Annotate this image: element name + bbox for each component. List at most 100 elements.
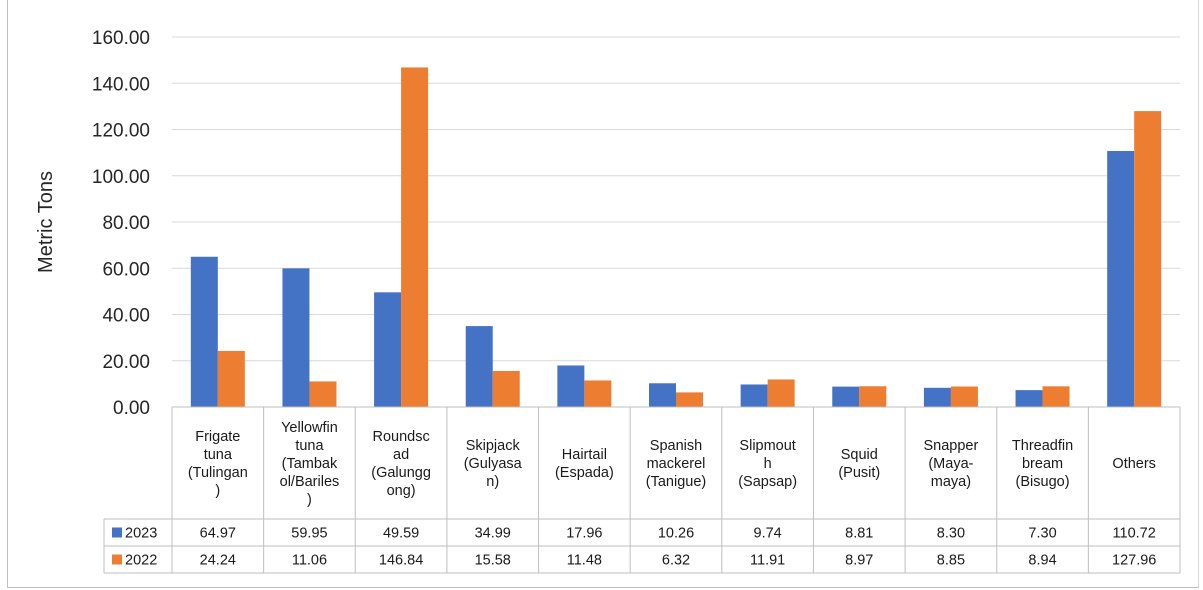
category-label-line: Threadfin bbox=[1012, 438, 1073, 454]
category-label-line: n) bbox=[486, 474, 499, 490]
bar-2023 bbox=[465, 326, 493, 407]
category-label: Slipmout h (Sapsap) bbox=[738, 438, 797, 490]
data-value: 110.72 bbox=[1113, 526, 1156, 542]
category-label-line: Hairtail bbox=[562, 447, 607, 463]
bar-2023 bbox=[374, 292, 402, 407]
category-label-line: Others bbox=[1112, 456, 1156, 472]
data-value: 8.85 bbox=[937, 553, 965, 569]
y-tick-label: 60.00 bbox=[102, 259, 150, 280]
y-tick-label: 0.00 bbox=[113, 398, 150, 419]
data-value: 11.48 bbox=[567, 553, 602, 569]
category-label-line: (Maya- bbox=[928, 456, 973, 472]
data-value: 49.59 bbox=[383, 526, 419, 542]
data-value: 127.96 bbox=[1112, 553, 1156, 569]
category-label: Yellowfin tuna (Tambak ol/Bariles) bbox=[280, 420, 340, 508]
bar-2022 bbox=[217, 350, 245, 407]
legend-key-2022 bbox=[112, 554, 122, 565]
bar-2022 bbox=[950, 386, 978, 407]
bar-2022 bbox=[1042, 386, 1070, 407]
data-value: 7.30 bbox=[1028, 526, 1056, 542]
category-label-line: Frigate bbox=[195, 429, 240, 445]
bar-2023 bbox=[190, 256, 218, 407]
y-tick-label: 40.00 bbox=[102, 306, 150, 327]
category-label-line: ad bbox=[393, 447, 409, 463]
category-label-line: bream bbox=[1022, 456, 1063, 472]
category-label-line: (Gulyasa bbox=[464, 456, 523, 472]
data-value: 8.81 bbox=[845, 526, 873, 542]
category-label-line: (Galungg bbox=[371, 465, 431, 481]
category-label: Hairtail (Espada) bbox=[555, 447, 614, 481]
category-label: Others bbox=[1112, 456, 1156, 472]
category-label: Roundsc ad (Galungg ong) bbox=[371, 429, 431, 499]
category-label-line: ) bbox=[307, 492, 312, 508]
bar-2022 bbox=[584, 380, 612, 407]
legend-key-2023 bbox=[112, 527, 122, 538]
category-label-line: (Bisugo) bbox=[1016, 474, 1070, 490]
category-label-line: (Tanigue) bbox=[646, 474, 706, 490]
category-label-line: (Sapsap) bbox=[738, 474, 797, 490]
bar-2022 bbox=[676, 392, 703, 407]
bar-2023 bbox=[740, 384, 768, 407]
bar-2022 bbox=[767, 379, 795, 407]
category-label: Threadfin bream (Bisugo) bbox=[1012, 438, 1073, 490]
y-tick-label: 120.00 bbox=[92, 121, 150, 142]
data-value: 24.24 bbox=[200, 553, 236, 569]
category-label-line: tuna bbox=[204, 447, 233, 463]
bar-2023 bbox=[649, 383, 676, 407]
bars bbox=[190, 67, 1162, 408]
data-value: 8.30 bbox=[937, 526, 965, 542]
bar-2023 bbox=[1015, 390, 1043, 407]
bar-2022 bbox=[1134, 111, 1162, 407]
category-label: Frigate tuna (Tulingan) bbox=[188, 429, 248, 499]
y-axis-ticks: 0.00 20.00 40.00 60.00 80.00 100.00 120.00 140.… bbox=[92, 28, 150, 419]
data-value: 146.84 bbox=[379, 553, 423, 569]
category-label-line: Spanish bbox=[650, 438, 702, 454]
data-value: 9.74 bbox=[754, 526, 782, 542]
bar-2022 bbox=[309, 381, 337, 407]
category-label-line: ong) bbox=[387, 483, 416, 499]
data-value: 59.95 bbox=[291, 526, 327, 542]
category-label-line: Yellowfin bbox=[281, 420, 338, 436]
category-label-line: Skipjack bbox=[466, 438, 521, 454]
y-tick-label: 20.00 bbox=[102, 352, 150, 373]
bar-2023 bbox=[1107, 150, 1135, 407]
category-label-line: ol/Bariles bbox=[280, 474, 340, 490]
bar-2022 bbox=[859, 386, 887, 407]
data-value: 34.99 bbox=[475, 526, 511, 542]
data-value: 8.94 bbox=[1028, 553, 1056, 569]
category-label-line: mackerel bbox=[647, 456, 706, 472]
category-label: Spanish mackerel (Tanigue) bbox=[646, 438, 706, 490]
y-tick-label: 100.00 bbox=[92, 167, 150, 188]
category-label-line: (Tambak bbox=[282, 456, 338, 472]
legend-label: 2023 bbox=[125, 526, 157, 542]
data-value: 11.06 bbox=[292, 553, 327, 569]
gridlines bbox=[172, 36, 1180, 362]
category-label-line: tuna bbox=[295, 438, 324, 454]
bar-2022 bbox=[401, 67, 429, 408]
bar-2023 bbox=[282, 268, 310, 407]
category-label-line: h bbox=[764, 456, 772, 472]
bar-2023 bbox=[923, 387, 951, 407]
category-label: Squid (Pusit) bbox=[838, 447, 880, 481]
category-label-line: Roundsc bbox=[372, 429, 429, 445]
legend-label: 2022 bbox=[125, 553, 157, 569]
bar-2023 bbox=[832, 386, 860, 407]
category-label-line: (Pusit) bbox=[838, 465, 880, 481]
y-tick-label: 80.00 bbox=[102, 213, 150, 234]
category-label-line: Snapper bbox=[923, 438, 978, 454]
category-label: Snapper (Maya-maya) bbox=[923, 438, 978, 490]
category-label-line: maya) bbox=[931, 474, 971, 490]
category-label-line: Squid bbox=[841, 447, 878, 463]
y-tick-label: 140.00 bbox=[92, 74, 150, 95]
data-value: 64.97 bbox=[200, 526, 236, 542]
category-label-line: (Tulingan bbox=[188, 465, 248, 481]
data-value: 10.26 bbox=[658, 526, 694, 542]
y-tick-label: 160.00 bbox=[92, 28, 150, 49]
category-label-line: Slipmout bbox=[739, 438, 795, 454]
data-table: Frigate tuna (Tulingan) Yellowfin tuna (Tamba… bbox=[103, 406, 1181, 574]
data-value: 17.96 bbox=[566, 526, 602, 542]
category-label-line: ) bbox=[215, 483, 220, 499]
data-value: 15.58 bbox=[475, 553, 511, 569]
y-axis-label: Metric Tons bbox=[35, 171, 57, 273]
